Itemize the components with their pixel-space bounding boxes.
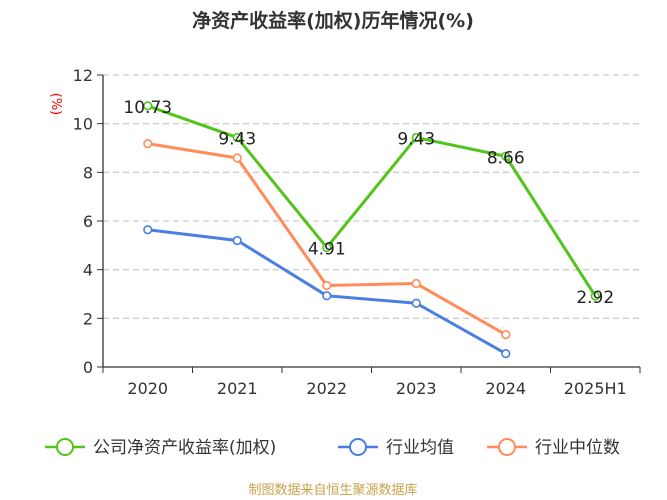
data-point: [143, 225, 153, 235]
data-label: 2.92: [576, 288, 614, 308]
data-label: 9.43: [397, 130, 435, 150]
data-point: [322, 291, 332, 301]
data-point: [501, 349, 511, 359]
data-point: [411, 132, 421, 143]
y-tick-label: 0: [83, 358, 93, 377]
data-point: [232, 132, 242, 143]
y-tick-label: 6: [83, 212, 93, 231]
legend-label: 行业均值: [386, 438, 454, 458]
chart-title: 净资产收益率(加权)历年情况(%): [192, 9, 474, 32]
data-point: [232, 153, 242, 163]
x-tick-label: 2021: [217, 379, 258, 398]
x-tick-label: 2022: [306, 379, 347, 398]
data-label: 4.91: [308, 240, 346, 260]
data-label: 9.43: [218, 130, 256, 150]
y-tick-label: 2: [83, 309, 93, 328]
data-point: [143, 139, 153, 149]
x-tick-label: 2024: [485, 379, 526, 398]
y-tick-label: 10: [73, 115, 93, 134]
data-point: [322, 242, 332, 253]
x-tick-label: 2020: [127, 379, 168, 398]
data-point: [232, 235, 242, 246]
legend-marker: [498, 438, 516, 456]
data-point: [501, 151, 511, 161]
y-tick-label: 4: [83, 261, 93, 280]
legend-label: 行业中位数: [535, 438, 620, 458]
data-point: [501, 330, 511, 340]
data-point: [411, 278, 421, 289]
y-axis-label: (%): [48, 93, 63, 116]
data-point: [590, 291, 600, 301]
data-point: [322, 280, 332, 291]
legend-marker: [349, 438, 367, 456]
series-line: [147, 104, 597, 297]
data-label: 10.73: [123, 98, 172, 118]
legend-label: 公司净资产收益率(加权): [93, 438, 276, 458]
legend-marker: [56, 438, 74, 456]
y-tick-label: 12: [73, 66, 93, 85]
y-tick-label: 8: [83, 163, 93, 182]
x-tick-label: 2023: [396, 379, 437, 398]
x-tick-label: 2025H1: [564, 379, 627, 398]
data-point: [143, 101, 153, 111]
data-point: [411, 298, 421, 308]
data-label: 8.66: [487, 148, 525, 168]
source-note: 制图数据来自恒生聚源数据库: [248, 482, 417, 498]
